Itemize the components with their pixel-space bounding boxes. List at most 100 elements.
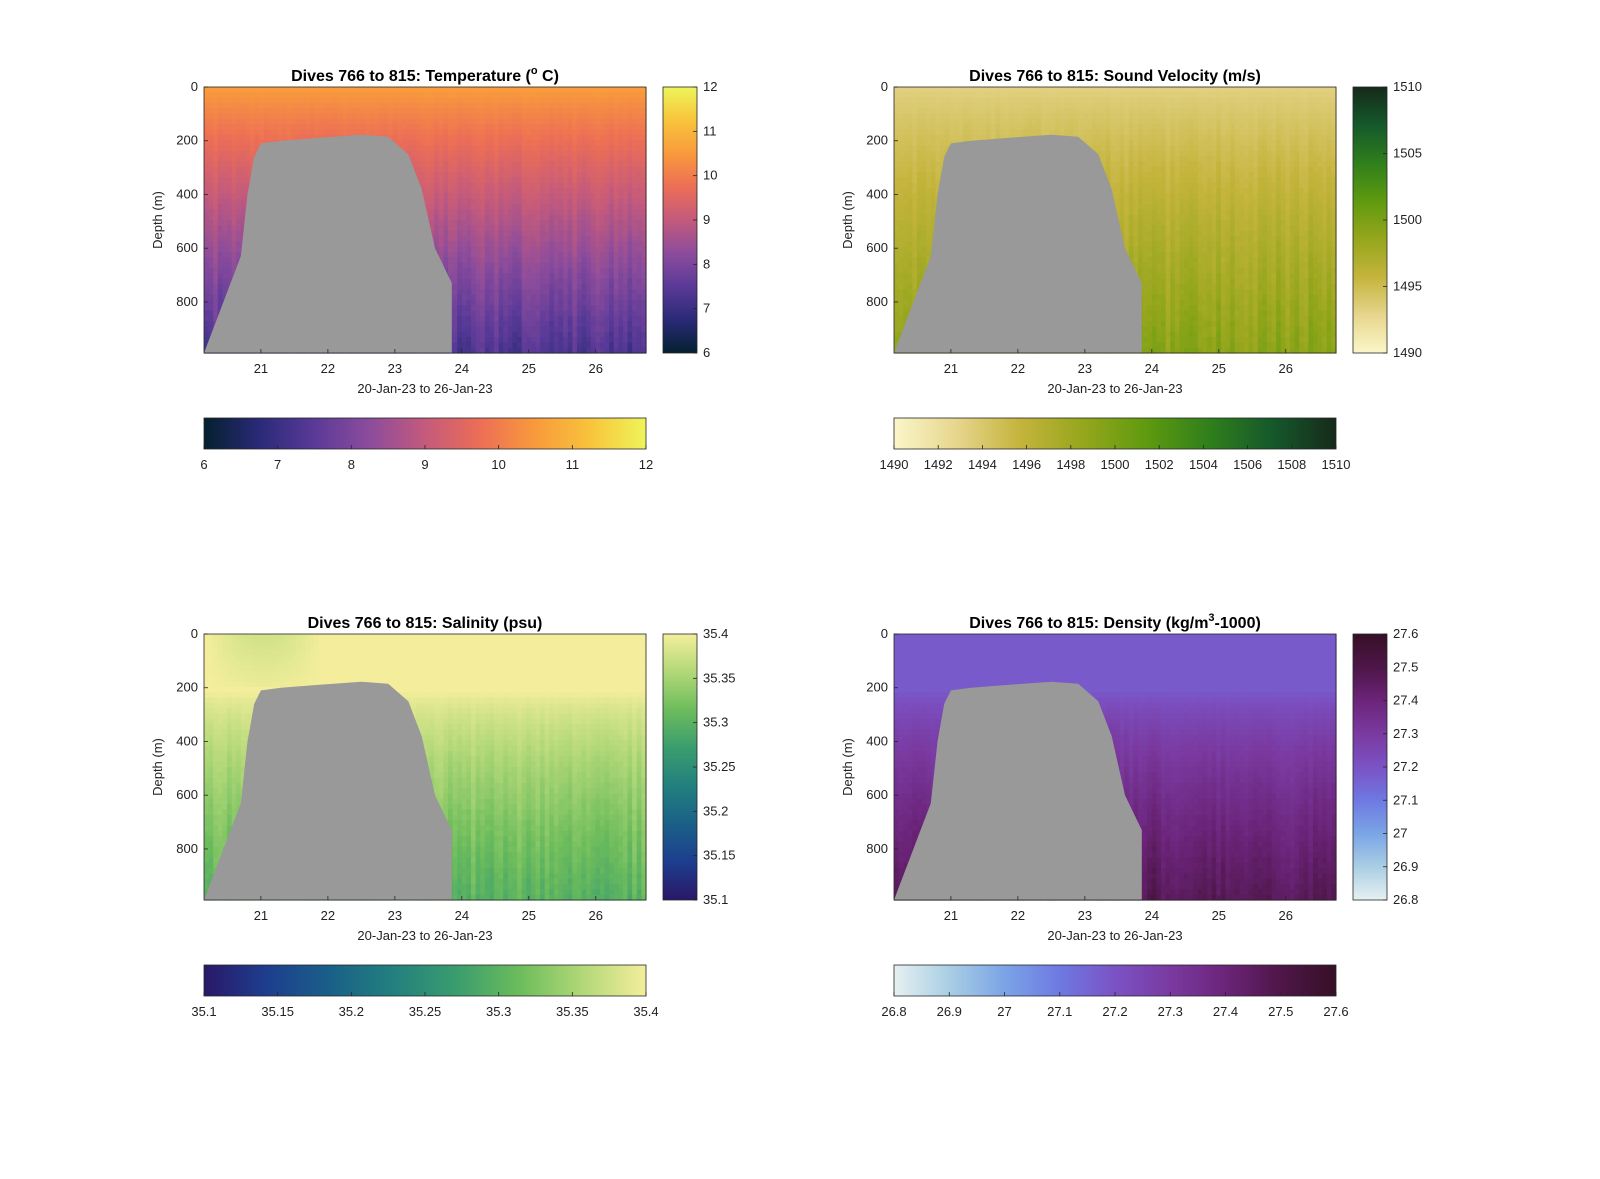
heatmap-cell xyxy=(521,108,527,115)
heatmap-cell xyxy=(452,97,458,104)
heatmap-cell xyxy=(369,118,375,125)
heatmap-cell xyxy=(484,347,491,354)
heatmap-cell xyxy=(595,214,601,221)
heatmap-cell xyxy=(613,198,619,205)
heatmap-cell xyxy=(222,113,228,120)
heatmap-cell xyxy=(544,182,550,189)
heatmap-cell xyxy=(572,342,578,349)
heatmap-cell xyxy=(305,92,311,99)
heatmap-cell xyxy=(480,166,486,173)
heatmap-cell xyxy=(553,188,560,194)
heatmap-cell xyxy=(227,102,233,109)
heatmap-cell xyxy=(544,230,550,237)
heatmap-cell xyxy=(222,172,228,179)
heatmap-cell xyxy=(489,246,495,253)
heatmap-cell xyxy=(475,204,481,210)
heatmap-cell xyxy=(549,235,555,242)
heatmap-cell xyxy=(494,118,500,125)
heatmap-cell xyxy=(457,278,463,285)
heatmap-cell xyxy=(549,140,555,147)
heatmap-cell xyxy=(434,241,440,248)
heatmap-cell xyxy=(641,310,647,317)
heatmap-cell xyxy=(378,108,385,115)
heatmap-cell xyxy=(457,241,463,248)
heatmap-cell xyxy=(595,118,601,125)
heatmap-cell xyxy=(549,124,555,131)
heatmap-cell xyxy=(480,134,486,141)
heatmap-cell xyxy=(259,97,265,104)
heatmap-cell xyxy=(360,87,366,93)
heatmap-cell xyxy=(204,214,210,221)
heatmap-cell xyxy=(581,198,587,205)
heatmap-cell xyxy=(503,342,509,349)
heatmap-cell xyxy=(540,289,546,296)
heatmap-cell xyxy=(434,87,440,93)
heatmap-cell xyxy=(595,331,601,338)
heatmap-cell xyxy=(517,209,523,216)
heatmap-cell xyxy=(466,102,472,109)
heatmap-cell xyxy=(222,97,228,104)
heatmap-cell xyxy=(425,113,431,120)
heatmap-cell xyxy=(632,87,638,93)
heatmap-cell xyxy=(903,97,909,104)
heatmap-cell xyxy=(894,262,900,269)
y-axis-label: Depth (m) xyxy=(150,191,165,249)
heatmap-cell xyxy=(581,118,587,125)
heatmap-cell xyxy=(231,145,237,152)
heatmap-cell xyxy=(558,204,564,210)
heatmap-cell xyxy=(599,251,606,258)
heatmap-cell xyxy=(535,204,541,210)
heatmap-cell xyxy=(480,182,486,189)
heatmap-cell xyxy=(521,118,527,125)
heatmap-cell xyxy=(627,145,633,152)
heatmap-cell xyxy=(530,235,537,242)
heatmap-cell xyxy=(540,198,546,205)
heatmap-cell xyxy=(227,166,233,173)
heatmap-cell xyxy=(231,188,237,194)
heatmap-cell xyxy=(521,299,527,306)
heatmap-cell xyxy=(480,177,486,184)
heatmap-cell xyxy=(438,230,445,237)
heatmap-cell xyxy=(540,305,546,312)
heatmap-cell xyxy=(576,273,583,280)
heatmap-cell xyxy=(507,321,514,327)
heatmap-cell xyxy=(641,150,647,157)
heatmap-cell xyxy=(521,310,527,317)
heatmap-cell xyxy=(553,124,560,131)
heatmap-cell xyxy=(365,97,371,104)
heatmap-cell xyxy=(553,251,560,258)
heatmap-cell xyxy=(517,262,523,269)
heatmap-cell xyxy=(540,337,546,343)
heatmap-cell xyxy=(604,209,610,216)
heatmap-cell xyxy=(263,124,270,131)
heatmap-cell xyxy=(586,156,592,163)
heatmap-cell xyxy=(632,134,638,141)
heatmap-cell xyxy=(498,220,504,226)
heatmap-cell xyxy=(567,251,573,258)
heatmap-cell xyxy=(323,108,329,115)
heatmap-cell xyxy=(296,97,302,104)
heatmap-cell xyxy=(526,166,532,173)
heatmap-cell xyxy=(618,230,624,237)
heatmap-cell xyxy=(903,129,909,136)
heatmap-cell xyxy=(530,140,537,147)
heatmap-cell xyxy=(429,97,435,104)
heatmap-cell xyxy=(240,209,247,216)
heatmap-cell xyxy=(305,97,311,104)
heatmap-cell xyxy=(452,214,458,221)
heatmap-cell xyxy=(425,198,431,205)
heatmap-cell xyxy=(208,188,214,194)
heatmap-cell xyxy=(622,108,629,115)
heatmap-cell xyxy=(586,235,592,242)
heatmap-cell xyxy=(512,108,518,115)
heatmap-cell xyxy=(563,177,569,184)
x-tick-label: 22 xyxy=(321,361,335,376)
heatmap-cell xyxy=(461,161,468,168)
heatmap-cell xyxy=(429,124,435,131)
heatmap-cell xyxy=(627,204,633,210)
heatmap-cell xyxy=(894,204,900,210)
heatmap-cell xyxy=(355,92,362,99)
heatmap-cell xyxy=(448,92,454,99)
heatmap-cell xyxy=(622,246,629,253)
heatmap-cell xyxy=(553,166,560,173)
